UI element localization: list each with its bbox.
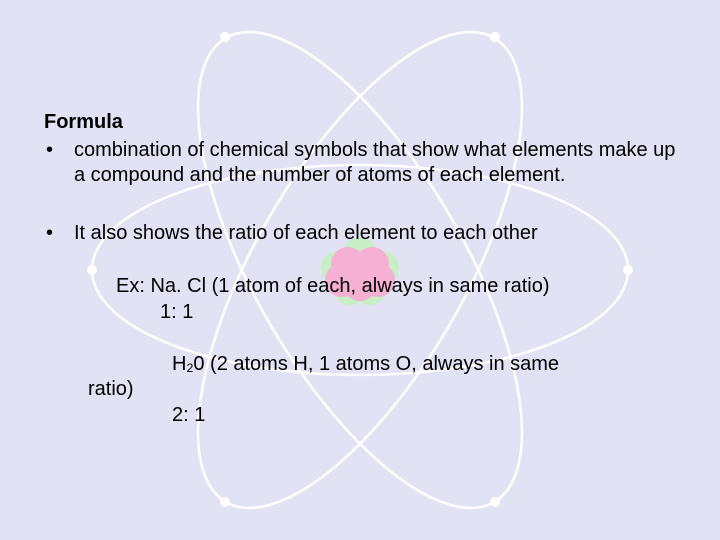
example-h2o-line: H20 (2 atoms H, 1 atoms O, always in sam… bbox=[172, 352, 676, 378]
example-h2o-cont: ratio) bbox=[88, 377, 676, 403]
slide-content: Formula • combination of chemical symbol… bbox=[0, 0, 720, 540]
example-nacl: Ex: Na. Cl (1 atom of each, always in sa… bbox=[116, 274, 676, 325]
h2o-rest: 0 (2 atoms H, 1 atoms O, always in same bbox=[193, 353, 559, 375]
bullet-1-text: combination of chemical symbols that sho… bbox=[74, 138, 676, 189]
bullet-glyph: • bbox=[44, 138, 74, 164]
example-nacl-line: Ex: Na. Cl (1 atom of each, always in sa… bbox=[116, 274, 676, 300]
heading-formula: Formula bbox=[44, 110, 676, 136]
bullet-2-text: It also shows the ratio of each element … bbox=[74, 221, 676, 247]
example-h2o-ratio: 2: 1 bbox=[172, 403, 676, 429]
example-nacl-ratio: 1: 1 bbox=[160, 300, 676, 326]
bullet-2: • It also shows the ratio of each elemen… bbox=[44, 221, 676, 247]
bullet-glyph: • bbox=[44, 221, 74, 247]
bullet-1: • combination of chemical symbols that s… bbox=[44, 138, 676, 189]
h2o-subscript-2: 2 bbox=[186, 361, 193, 375]
h2o-h: H bbox=[172, 353, 186, 375]
